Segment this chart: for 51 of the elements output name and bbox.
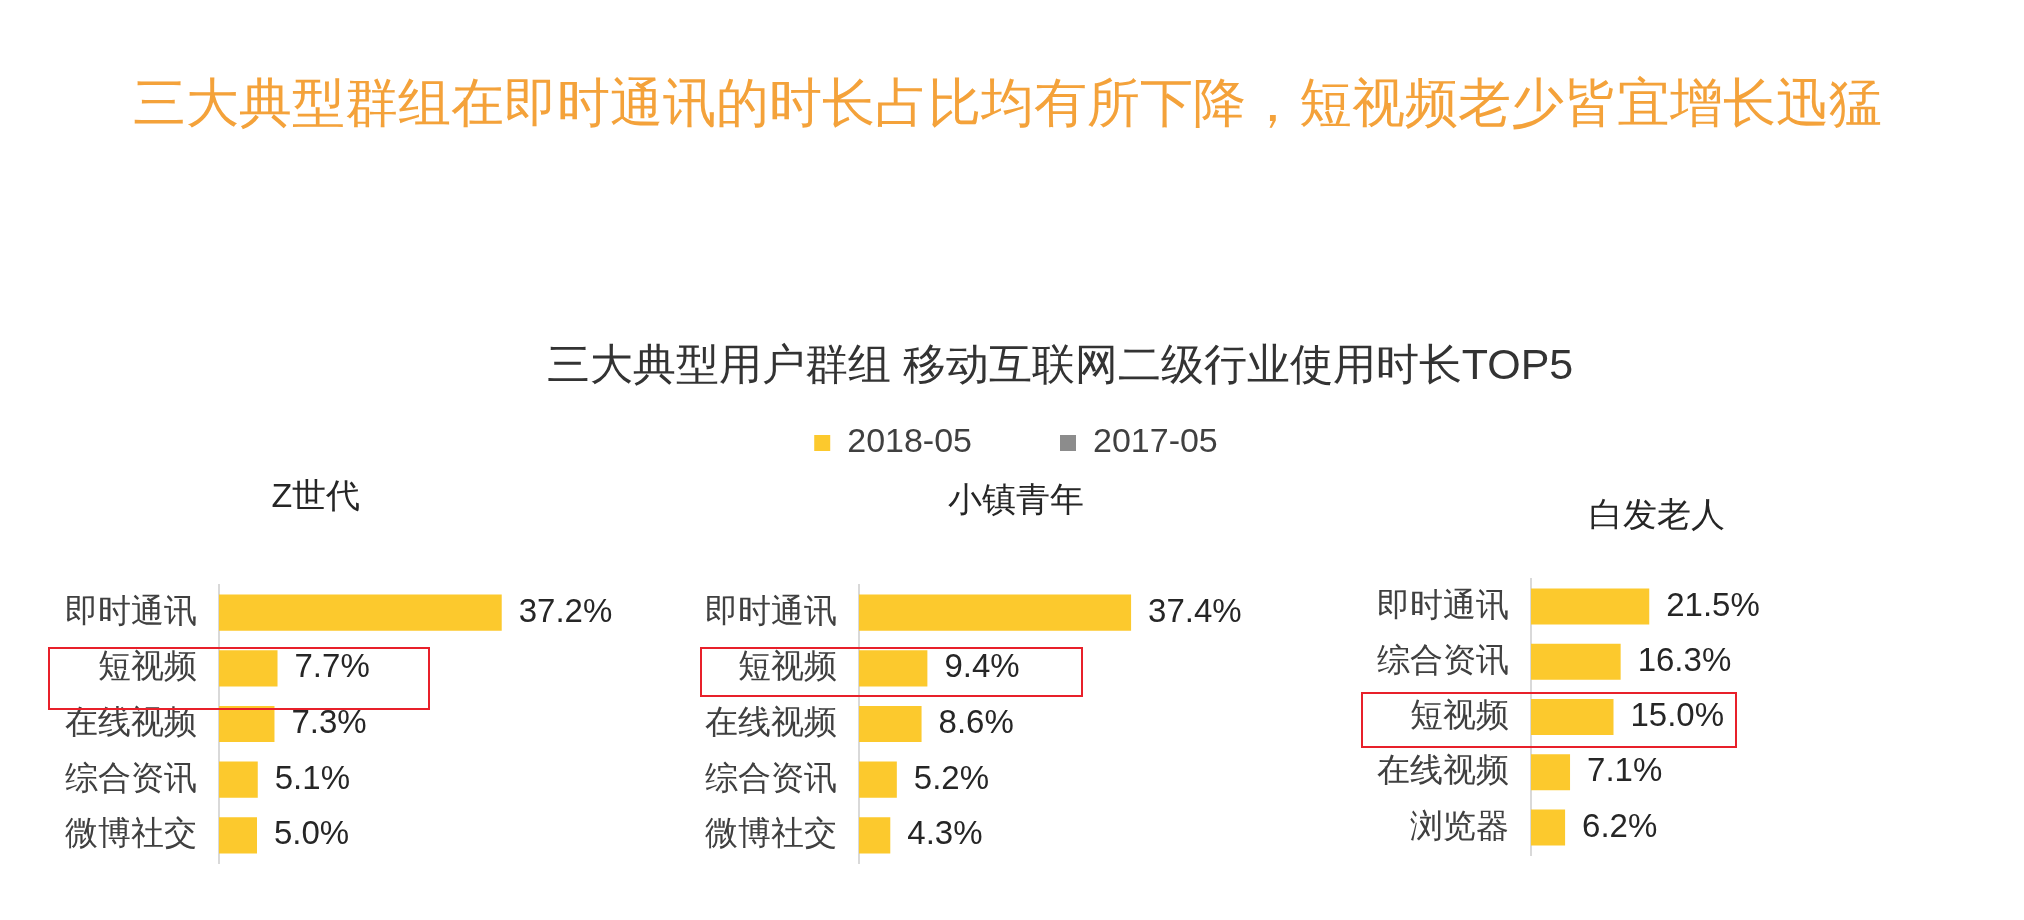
chart-title: Z世代 bbox=[271, 475, 361, 514]
y-tick-label: 即时通讯 bbox=[705, 591, 837, 629]
bar bbox=[219, 761, 258, 798]
data-label: 5.2% bbox=[913, 758, 990, 796]
bar bbox=[859, 650, 928, 687]
bar bbox=[1531, 754, 1571, 791]
legend-label: 2018-05 bbox=[847, 421, 972, 460]
y-tick-label: 短视频 bbox=[98, 647, 197, 685]
y-tick-label: 短视频 bbox=[738, 647, 837, 685]
text: 三大典型用户群组 移动互联网二级行业使用时长TOP5 bbox=[545, 339, 1575, 390]
data-label: 7.7% bbox=[294, 647, 370, 685]
data-label: 37.4% bbox=[1148, 591, 1242, 629]
y-tick-label: 即时通讯 bbox=[1377, 585, 1509, 623]
data-label: 4.3% bbox=[907, 814, 983, 852]
bar bbox=[859, 594, 1132, 631]
bar bbox=[219, 650, 278, 687]
chart-title: 小镇青年 bbox=[948, 479, 1084, 518]
chart-title: 白发老人 bbox=[1589, 494, 1725, 533]
legend-label: 2017-05 bbox=[1093, 421, 1218, 460]
bar bbox=[1531, 809, 1566, 846]
y-tick-label: 综合资讯 bbox=[65, 758, 197, 796]
data-label: 7.1% bbox=[1587, 751, 1663, 789]
y-tick-label: 浏览器 bbox=[1410, 806, 1509, 844]
data-label: 16.3% bbox=[1637, 640, 1732, 678]
data-label: 9.4% bbox=[944, 647, 1020, 685]
y-tick-label: 短视频 bbox=[1410, 696, 1509, 734]
y-tick-label: 微博社交 bbox=[65, 814, 197, 852]
bar bbox=[859, 817, 891, 854]
y-tick-label: 综合资讯 bbox=[1377, 640, 1509, 678]
y-tick-label: 即时通讯 bbox=[65, 591, 197, 629]
bar bbox=[219, 817, 257, 854]
y-tick-label: 微博社交 bbox=[705, 814, 837, 852]
data-label: 5.0% bbox=[274, 814, 350, 852]
data-label: 7.3% bbox=[291, 703, 367, 741]
bar bbox=[1531, 699, 1614, 735]
data-label: 15.0% bbox=[1630, 696, 1725, 734]
data-label: 8.6% bbox=[938, 703, 1014, 741]
bar bbox=[859, 761, 897, 798]
text: 三大典型群组在即时通讯的时长占比均有所下降，短视频老少皆宜增长迅猛 bbox=[131, 72, 1883, 134]
data-label: 21.5% bbox=[1666, 585, 1760, 623]
y-tick-label: 在线视频 bbox=[705, 703, 837, 741]
bar bbox=[1531, 643, 1621, 680]
y-tick-label: 在线视频 bbox=[1377, 751, 1509, 789]
bar bbox=[859, 705, 922, 743]
bar bbox=[219, 594, 502, 631]
bar bbox=[1531, 588, 1650, 625]
data-label: 6.2% bbox=[1582, 806, 1658, 844]
data-label: 5.1% bbox=[274, 758, 350, 796]
y-tick-label: 综合资讯 bbox=[705, 758, 837, 796]
data-label: 37.2% bbox=[518, 591, 613, 629]
bar bbox=[219, 705, 275, 743]
